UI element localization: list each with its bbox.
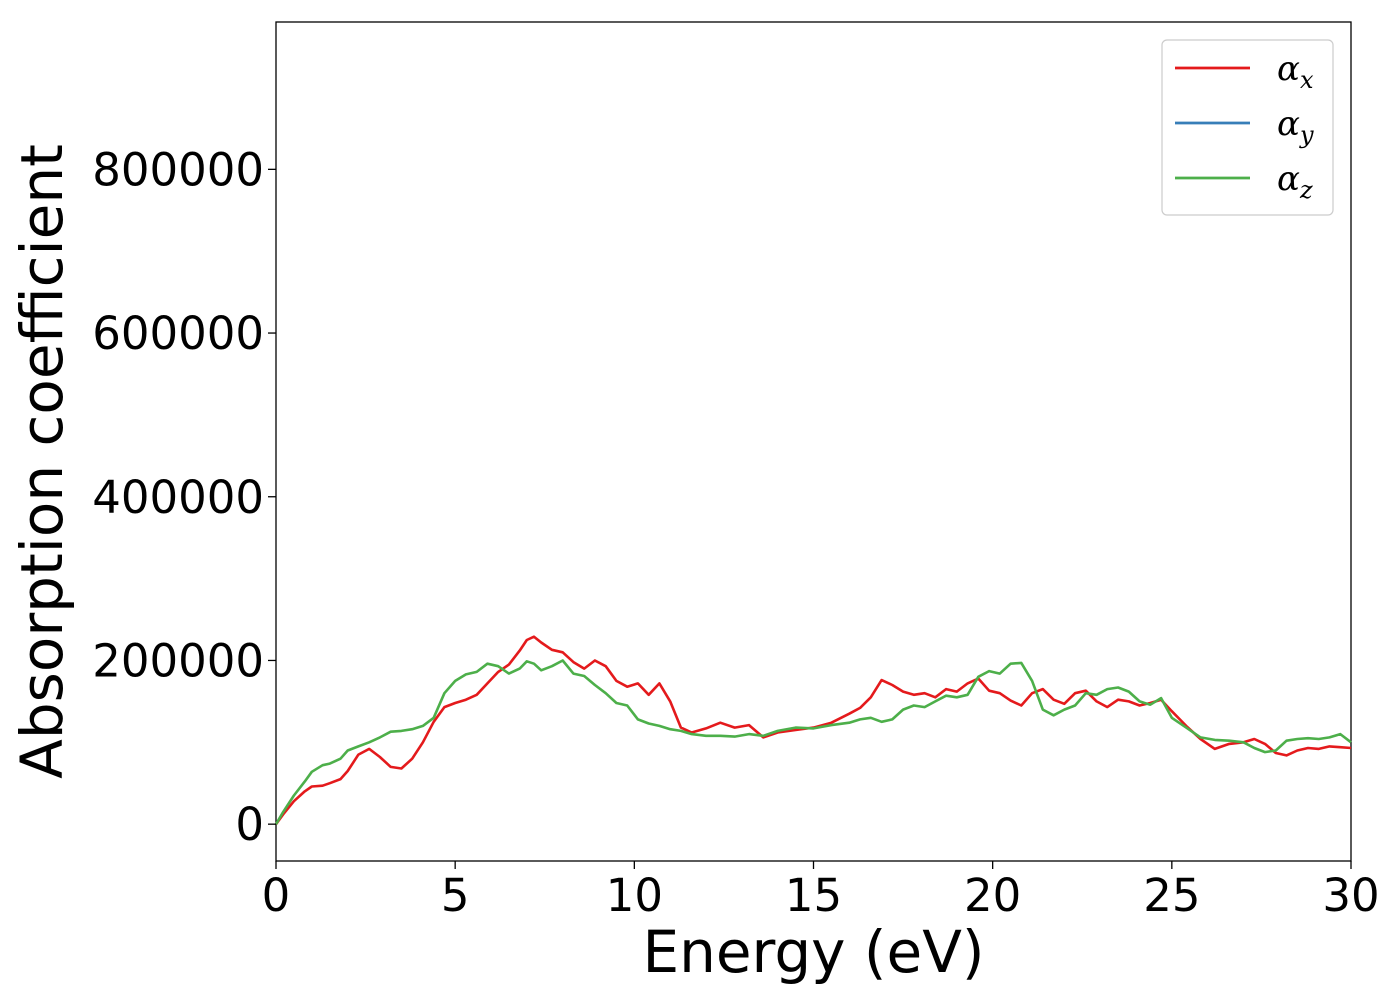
legend-box [1161, 39, 1334, 216]
legend-label-alpha-z: αz [1277, 159, 1313, 204]
x-axis: 0 5 10 15 20 25 30 [262, 861, 1380, 922]
y-tick-label: 0 [235, 798, 264, 851]
x-tick-label: 20 [964, 869, 1021, 922]
x-axis-label: Energy (eV) [642, 918, 984, 986]
y-tick-label: 800000 [92, 143, 264, 196]
legend-label-alpha-x: αx [1277, 49, 1314, 94]
y-axis-label: Absorption coefficient [8, 144, 76, 779]
y-tick-label: 200000 [92, 634, 264, 687]
y-tick-label: 400000 [92, 471, 264, 524]
x-tick-label: 0 [262, 869, 291, 922]
x-tick-label: 30 [1322, 869, 1379, 922]
x-tick-label: 15 [785, 869, 842, 922]
y-axis: 0 200000 400000 600000 800000 [92, 143, 276, 851]
legend-items: αx αy αz [1175, 49, 1314, 204]
series-line-alpha-z [274, 659, 1352, 825]
series-layer [274, 635, 1352, 825]
legend-label-alpha-y: αy [1277, 104, 1314, 149]
x-tick-label: 5 [441, 869, 470, 922]
x-tick-label: 10 [606, 869, 663, 922]
x-tick-label: 25 [1143, 869, 1200, 922]
legend: αx αy αz [1161, 39, 1334, 216]
y-tick-label: 600000 [92, 307, 264, 360]
